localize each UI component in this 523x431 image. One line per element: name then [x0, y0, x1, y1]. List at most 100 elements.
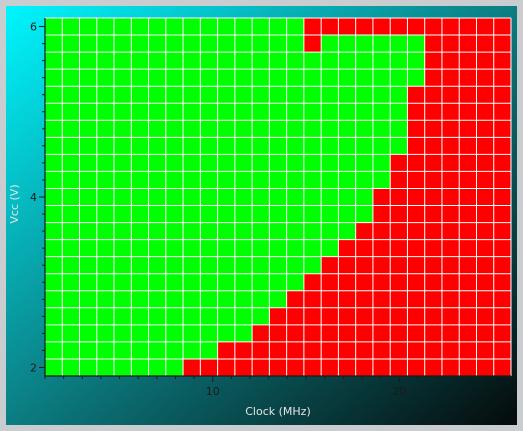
fail-cell	[372, 290, 391, 309]
fail-cell	[372, 18, 391, 36]
fail-cell	[269, 307, 288, 326]
fail-cell	[321, 256, 339, 275]
fail-cell	[441, 103, 460, 121]
fail-cell	[407, 86, 426, 104]
pass-cell	[62, 103, 80, 121]
fail-cell	[493, 290, 512, 309]
fail-cell	[459, 52, 477, 70]
pass-cell	[286, 35, 305, 53]
pass-cell	[217, 222, 236, 241]
fail-cell	[407, 307, 426, 326]
pass-cell	[234, 52, 253, 70]
fail-cell	[424, 307, 443, 326]
pass-cell	[148, 239, 167, 258]
fail-cell	[286, 290, 305, 309]
fail-cell	[390, 273, 408, 292]
fail-cell	[476, 324, 495, 343]
pass-cell	[217, 86, 236, 104]
pass-cell	[79, 69, 98, 87]
pass-cell	[303, 154, 322, 172]
fail-cell	[476, 205, 495, 223]
fail-cell	[407, 239, 426, 258]
pass-cell	[372, 35, 391, 53]
fail-cell	[459, 69, 477, 87]
pass-cell	[321, 188, 339, 206]
fail-cell	[441, 273, 460, 292]
pass-cell	[96, 222, 115, 241]
fail-cell	[493, 222, 512, 241]
pass-cell	[96, 290, 115, 309]
fail-cell	[303, 341, 322, 360]
pass-cell	[269, 137, 288, 155]
pass-cell	[183, 324, 201, 343]
pass-cell	[62, 18, 80, 36]
fail-cell	[441, 137, 460, 155]
fail-cell	[200, 358, 218, 377]
fail-cell	[459, 154, 477, 172]
fail-cell	[390, 341, 408, 360]
pass-cell	[372, 103, 391, 121]
pass-cell	[165, 341, 184, 360]
fail-cell	[372, 324, 391, 343]
fail-cell	[459, 239, 477, 258]
fail-cell	[407, 120, 426, 138]
fail-cell	[459, 290, 477, 309]
pass-cell	[165, 273, 184, 292]
fail-cell	[321, 18, 339, 36]
pass-cell	[45, 18, 63, 36]
y-tick-label: 6	[30, 21, 37, 34]
pass-cell	[372, 69, 391, 87]
pass-cell	[79, 171, 98, 189]
pass-cell	[165, 358, 184, 377]
pass-cell	[321, 205, 339, 223]
axes: 10 20 2 4 6	[30, 18, 512, 398]
pass-cell	[45, 69, 63, 87]
pass-cell	[252, 120, 270, 138]
pass-cell	[148, 103, 167, 121]
pass-cell	[355, 205, 374, 223]
pass-cell	[45, 307, 63, 326]
pass-cell	[286, 171, 305, 189]
pass-cell	[114, 18, 132, 36]
pass-cell	[148, 52, 167, 70]
pass-cell	[96, 307, 115, 326]
pass-cell	[252, 188, 270, 206]
fail-cell	[390, 188, 408, 206]
pass-cell	[45, 324, 63, 343]
fail-cell	[390, 222, 408, 241]
fail-cell	[286, 341, 305, 360]
pass-cell	[148, 256, 167, 275]
pass-cell	[407, 52, 426, 70]
pass-cell	[372, 120, 391, 138]
pass-cell	[338, 86, 357, 104]
fail-cell	[493, 120, 512, 138]
fail-cell	[407, 103, 426, 121]
pass-cell	[183, 222, 201, 241]
pass-cell	[45, 86, 63, 104]
pass-cell	[62, 324, 80, 343]
pass-cell	[79, 137, 98, 155]
pass-cell	[148, 290, 167, 309]
pass-cell	[217, 205, 236, 223]
pass-cell	[165, 103, 184, 121]
pass-cell	[183, 171, 201, 189]
pass-cell	[200, 35, 218, 53]
pass-cell	[148, 18, 167, 36]
pass-cell	[286, 239, 305, 258]
pass-cell	[114, 52, 132, 70]
pass-cell	[114, 205, 132, 223]
pass-cell	[252, 273, 270, 292]
pass-cell	[303, 86, 322, 104]
pass-cell	[303, 52, 322, 70]
pass-cell	[355, 103, 374, 121]
pass-cell	[45, 171, 63, 189]
pass-cell	[96, 324, 115, 343]
pass-cell	[252, 239, 270, 258]
fail-cell	[217, 358, 236, 377]
pass-cell	[165, 222, 184, 241]
fail-cell	[321, 273, 339, 292]
fail-cell	[441, 205, 460, 223]
pass-cell	[217, 120, 236, 138]
fail-cell	[407, 222, 426, 241]
pass-cell	[79, 120, 98, 138]
